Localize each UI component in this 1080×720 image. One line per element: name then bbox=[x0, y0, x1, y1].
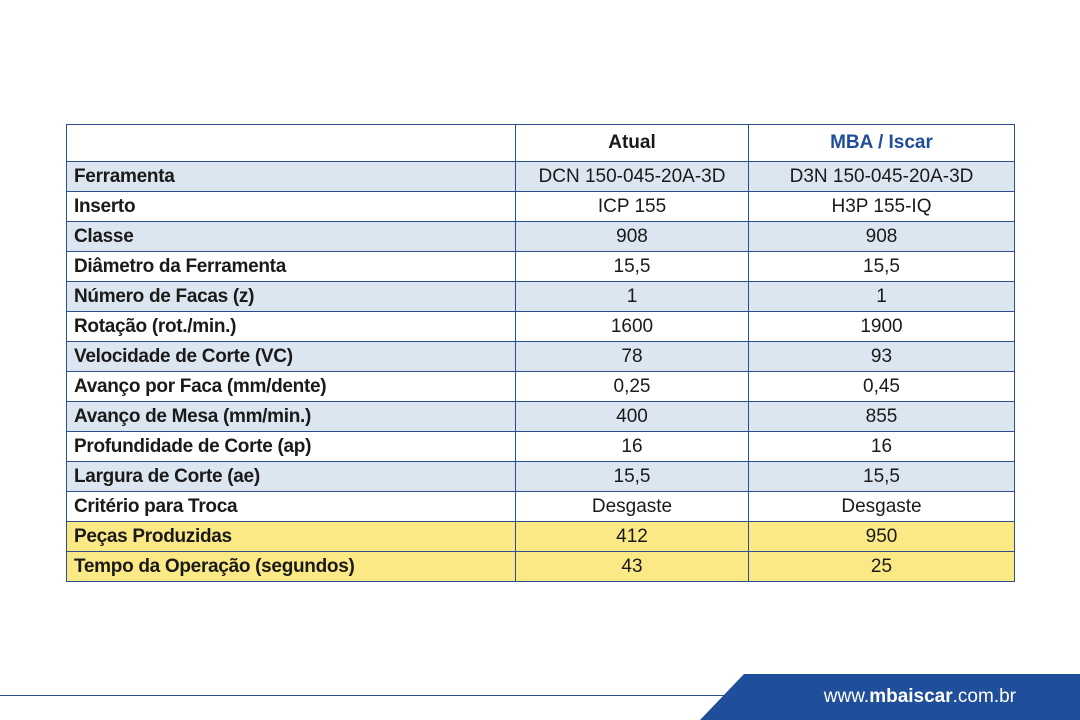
table-row: Rotação (rot./min.) 1600 1900 bbox=[66, 311, 1015, 342]
header-atual: Atual bbox=[515, 124, 749, 162]
footer-url-brand: mbaiscar bbox=[869, 686, 953, 707]
row-value-mba-iscar: 16 bbox=[748, 431, 1015, 462]
row-value-mba-iscar: 1900 bbox=[748, 311, 1015, 342]
row-value-atual: ICP 155 bbox=[515, 191, 749, 222]
row-label: Avanço de Mesa (mm/min.) bbox=[66, 401, 516, 432]
table-row: Classe 908 908 bbox=[66, 221, 1015, 252]
row-label: Rotação (rot./min.) bbox=[66, 311, 516, 342]
footer-url-prefix: www. bbox=[823, 686, 870, 707]
table-row: Ferramenta DCN 150-045-20A-3D D3N 150-045-… bbox=[66, 161, 1015, 192]
row-value-mba-iscar: 25 bbox=[748, 551, 1015, 582]
row-value-atual: 412 bbox=[515, 521, 749, 552]
row-value-mba-iscar: 908 bbox=[748, 221, 1015, 252]
table-row: Tempo da Operação (segundos) 43 25 bbox=[66, 551, 1015, 582]
row-value-mba-iscar: 1 bbox=[748, 281, 1015, 312]
row-value-atual: 400 bbox=[515, 401, 749, 432]
row-value-atual: 78 bbox=[515, 341, 749, 372]
comparison-table: Atual MBA / Iscar Ferramenta DCN 150-045-… bbox=[66, 124, 1015, 582]
table-row: Número de Facas (z) 1 1 bbox=[66, 281, 1015, 312]
header-label-cell bbox=[66, 124, 516, 162]
row-value-mba-iscar: H3P 155-IQ bbox=[748, 191, 1015, 222]
row-value-mba-iscar: D3N 150-045-20A-3D bbox=[748, 161, 1015, 192]
row-value-atual: DCN 150-045-20A-3D bbox=[515, 161, 749, 192]
row-label: Número de Facas (z) bbox=[66, 281, 516, 312]
row-value-atual: 43 bbox=[515, 551, 749, 582]
footer-band bbox=[700, 674, 1080, 720]
header-mba-iscar: MBA / Iscar bbox=[748, 124, 1015, 162]
row-value-atual: 16 bbox=[515, 431, 749, 462]
table-body: Ferramenta DCN 150-045-20A-3D D3N 150-045-… bbox=[66, 161, 1015, 582]
row-label: Diâmetro da Ferramenta bbox=[66, 251, 516, 282]
row-value-atual: Desgaste bbox=[515, 491, 749, 522]
row-value-mba-iscar: 15,5 bbox=[748, 461, 1015, 492]
row-value-mba-iscar: 93 bbox=[748, 341, 1015, 372]
row-label: Classe bbox=[66, 221, 516, 252]
table-row: Avanço por Faca (mm/dente) 0,25 0,45 bbox=[66, 371, 1015, 402]
row-value-mba-iscar: 855 bbox=[748, 401, 1015, 432]
comparison-table-container: Atual MBA / Iscar Ferramenta DCN 150-045-… bbox=[66, 124, 1015, 582]
row-value-mba-iscar: 0,45 bbox=[748, 371, 1015, 402]
table-row: Inserto ICP 155 H3P 155-IQ bbox=[66, 191, 1015, 222]
row-value-mba-iscar: Desgaste bbox=[748, 491, 1015, 522]
row-value-atual: 15,5 bbox=[515, 461, 749, 492]
table-row: Largura de Corte (ae) 15,5 15,5 bbox=[66, 461, 1015, 492]
row-value-mba-iscar: 15,5 bbox=[748, 251, 1015, 282]
row-value-atual: 1600 bbox=[515, 311, 749, 342]
row-label: Critério para Troca bbox=[66, 491, 516, 522]
table-row: Avanço de Mesa (mm/min.) 400 855 bbox=[66, 401, 1015, 432]
table-row: Peças Produzidas 412 950 bbox=[66, 521, 1015, 552]
row-value-mba-iscar: 950 bbox=[748, 521, 1015, 552]
row-label: Largura de Corte (ae) bbox=[66, 461, 516, 492]
row-label: Ferramenta bbox=[66, 161, 516, 192]
row-value-atual: 1 bbox=[515, 281, 749, 312]
table-row: Profundidade de Corte (ap) 16 16 bbox=[66, 431, 1015, 462]
footer-divider-line bbox=[0, 695, 730, 696]
row-label: Profundidade de Corte (ap) bbox=[66, 431, 516, 462]
row-label: Tempo da Operação (segundos) bbox=[66, 551, 516, 582]
row-label: Velocidade de Corte (VC) bbox=[66, 341, 516, 372]
row-value-atual: 0,25 bbox=[515, 371, 749, 402]
table-row: Critério para Troca Desgaste Desgaste bbox=[66, 491, 1015, 522]
table-row: Velocidade de Corte (VC) 78 93 bbox=[66, 341, 1015, 372]
row-label: Avanço por Faca (mm/dente) bbox=[66, 371, 516, 402]
row-value-atual: 908 bbox=[515, 221, 749, 252]
table-header-row: Atual MBA / Iscar bbox=[66, 124, 1015, 162]
row-label: Inserto bbox=[66, 191, 516, 222]
table-row: Diâmetro da Ferramenta 15,5 15,5 bbox=[66, 251, 1015, 282]
footer-url-suffix: .com.br bbox=[952, 686, 1016, 707]
footer-url[interactable]: www.mbaiscar.com.br bbox=[824, 686, 1016, 708]
row-value-atual: 15,5 bbox=[515, 251, 749, 282]
row-label: Peças Produzidas bbox=[66, 521, 516, 552]
